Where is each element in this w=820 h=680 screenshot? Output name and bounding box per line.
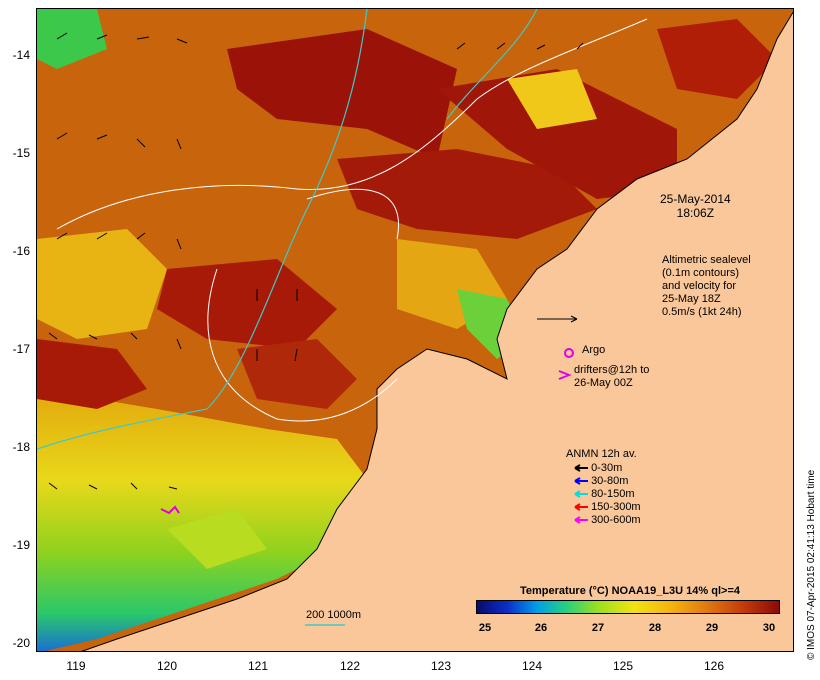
warm-patch [227,29,457,159]
colorbar-tick: 27 [591,622,605,634]
x-tick: 124 [521,659,543,673]
colorbar-tick: 29 [705,622,719,634]
date-line: 25-May-2014 [660,192,731,206]
x-tick: 123 [430,659,452,673]
anmn-legend-item: 30-80m [572,475,628,487]
bathymetry-contour [37,9,368,450]
colorbar-tick: 25 [478,622,492,634]
argo-marker [564,348,574,358]
anmn-legend-item: 80-150m [572,488,634,500]
drifter-line: 26-May 00Z [574,377,633,389]
anmn-legend-item: 150-300m [572,501,641,513]
arrow-icon [574,464,588,472]
cool-patch [37,229,167,339]
warm-patch [437,69,677,199]
anmn-legend-item: 0-30m [572,462,622,474]
altimetry-line: (0.1m contours) [662,267,740,279]
colorbar-tick: 30 [762,622,776,634]
temperature-colorbar [476,600,780,614]
y-tick: -18 [12,440,30,454]
x-tick: 122 [339,659,361,673]
colorbar-tick: 28 [648,622,662,634]
sealevel-contour [207,268,398,422]
bathymetry-contour [446,9,538,120]
x-tick: 126 [703,659,725,673]
drifter-marker [558,370,572,380]
argo-label: Argo [582,344,606,356]
legend-label: 0-30m [591,462,623,474]
velocity-arrows [48,32,584,490]
anmn-legend-item: 300-600m [572,514,641,526]
scale-label: 200 1000m [306,609,362,621]
time-line: 18:06Z [676,206,715,220]
x-tick: 121 [247,659,269,673]
cool-patch [507,69,597,129]
y-tick: -14 [12,48,30,62]
australia-land [81,11,793,651]
legend-label: 30-80m [591,475,629,487]
altimetry-line: Altimetric sealevel [662,254,751,266]
green-patch [37,9,107,69]
altimetry-line: 25-May 18Z [662,293,721,305]
date-label: 25-May-2014 18:06Z [660,192,731,220]
arrow-icon [574,477,588,485]
warm-patch [657,19,777,99]
colorbar-tick: 26 [534,622,548,634]
sealevel-contour [306,188,399,240]
x-tick: 125 [612,659,634,673]
anmn-legend-title: ANMN 12h av. [566,448,637,460]
y-tick: -15 [12,146,30,160]
legend-label: 80-150m [591,488,635,500]
drifter-line: drifters@12h to [574,364,650,376]
sealevel-contour [56,18,648,230]
y-tick: -20 [12,636,30,650]
x-tick: 120 [156,659,178,673]
colorbar-title: Temperature (°C) NOAA19_L3U 14% ql>=4 [520,585,740,597]
drifter-track [160,505,180,515]
y-tick: -16 [12,244,30,258]
legend-label: 300-600m [591,514,641,526]
warm-patch [337,149,597,239]
altimetry-line: and velocity for [662,280,736,292]
sst-map[interactable] [36,8,794,652]
x-tick: 119 [66,659,86,673]
arrow-icon [574,490,588,498]
credit-label: © IMOS 07-Apr-2015 02:41:13 Hobart time [806,469,817,660]
warm-patch [237,339,357,409]
arrow-icon [574,503,588,511]
warm-patch [157,259,337,349]
y-tick: -17 [12,342,30,356]
legend-label: 150-300m [591,501,641,513]
warm-patch [37,339,147,409]
reference-arrow-head [570,315,578,323]
sst-map-canvas [37,9,793,651]
altimetry-note: Altimetric sealevel (0.1m contours) and … [662,254,751,319]
arrow-icon [574,516,588,524]
green-patch [167,509,267,569]
drifter-label: drifters@12h to 26-May 00Z [574,364,649,390]
altimetry-line: 0.5m/s (1kt 24h) [662,306,742,318]
y-tick: -19 [12,538,30,552]
